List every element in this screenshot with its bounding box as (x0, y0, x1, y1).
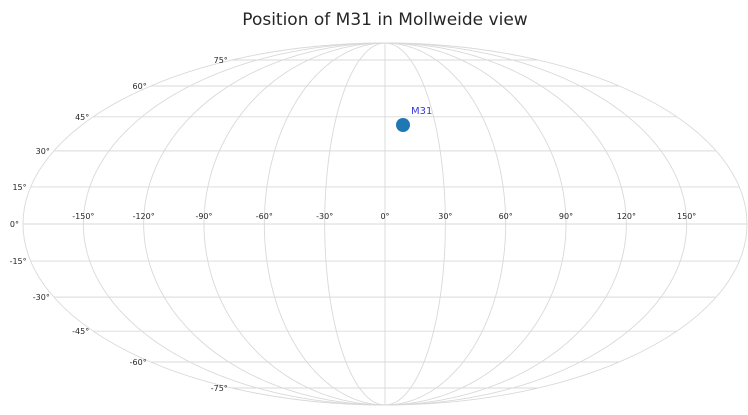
meridian-line (324, 42, 386, 406)
x-tick-label: 150° (677, 212, 696, 221)
y-tick-label: -45° (72, 327, 89, 336)
meridian-line (203, 42, 386, 406)
x-tick-label: -150° (72, 212, 94, 221)
x-tick-label: -120° (133, 212, 155, 221)
meridian-line (82, 42, 386, 406)
data-point (396, 117, 411, 132)
meridian-line (384, 42, 627, 406)
x-tick-label: 30° (438, 212, 452, 221)
y-tick-label: 45° (75, 113, 89, 122)
meridian-line (384, 42, 688, 406)
y-tick-label: -30° (33, 293, 50, 302)
y-tick-label: -60° (130, 358, 147, 367)
x-tick-label: 120° (617, 212, 636, 221)
graticule (22, 42, 748, 406)
y-tick-label: 60° (133, 82, 147, 91)
y-tick-label: 30° (36, 147, 50, 156)
y-tick-label: -75° (211, 384, 228, 393)
y-tick-label: -15° (10, 257, 27, 266)
y-tick-label: 0° (10, 220, 19, 229)
tick-labels: -150° -120° -90° -60° -30° 0° 30° 60° 90° 120° 150… (10, 56, 697, 393)
x-tick-label: 0° (380, 212, 389, 221)
x-tick-label: -60° (256, 212, 273, 221)
meridian-line (143, 42, 386, 406)
meridian-line (384, 42, 507, 406)
meridian-line (384, 42, 446, 406)
y-tick-label: 15° (12, 183, 26, 192)
chart-title: Position of M31 in Mollweide view (242, 10, 527, 30)
x-tick-label: 90° (559, 212, 573, 221)
meridian-line (384, 42, 567, 406)
meridian-line (263, 42, 386, 406)
x-tick-label: -90° (195, 212, 212, 221)
x-tick-label: 60° (499, 212, 513, 221)
point-label: M31 (411, 106, 432, 117)
data-points: M31 (396, 106, 432, 132)
y-tick-label: 75° (214, 56, 228, 65)
x-tick-label: -30° (316, 212, 333, 221)
